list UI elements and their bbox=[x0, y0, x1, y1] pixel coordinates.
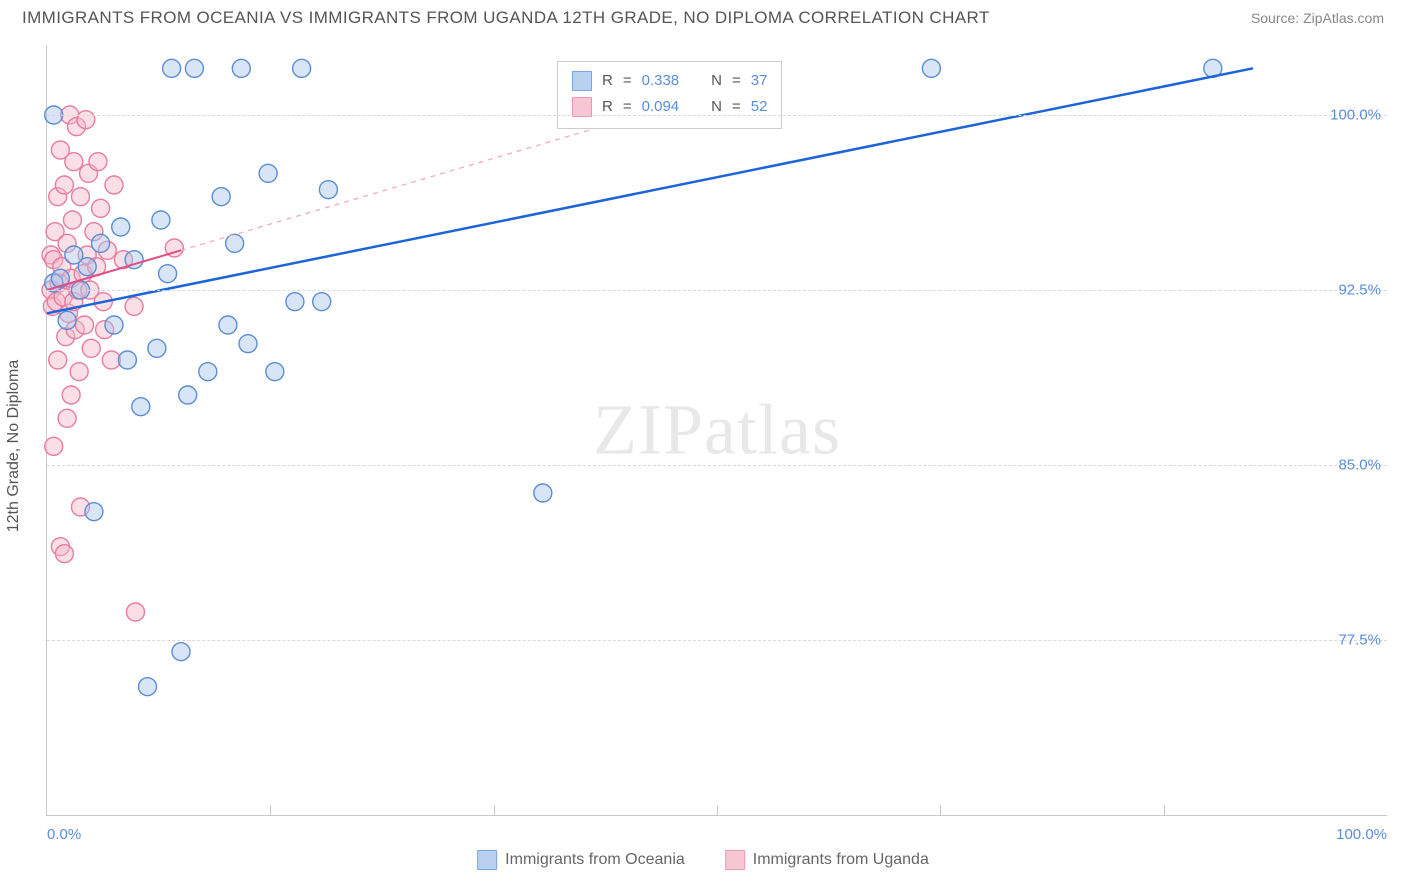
bottom-legend: Immigrants from Oceania Immigrants from … bbox=[477, 850, 929, 870]
y-tick-label: 77.5% bbox=[1338, 632, 1381, 649]
y-tick-label: 100.0% bbox=[1330, 107, 1381, 124]
source-label: Source: ZipAtlas.com bbox=[1251, 10, 1384, 26]
x-tick-label: 100.0% bbox=[1336, 826, 1387, 843]
x-tick-label: 0.0% bbox=[47, 826, 81, 843]
swatch-series2-icon bbox=[725, 850, 745, 870]
swatch-series2-icon bbox=[572, 97, 592, 117]
chart-title: IMMIGRANTS FROM OCEANIA VS IMMIGRANTS FR… bbox=[22, 8, 990, 28]
scatter-plot-svg bbox=[47, 45, 1387, 815]
swatch-series1-icon bbox=[572, 71, 592, 91]
legend-item-series1: Immigrants from Oceania bbox=[477, 850, 685, 870]
stats-row-series1: R = 0.338 N = 37 bbox=[572, 68, 767, 94]
chart-plot-area: ZIPatlas R = 0.338 N = 37 R = 0.094 N = … bbox=[46, 45, 1387, 816]
y-tick-label: 85.0% bbox=[1338, 457, 1381, 474]
y-tick-label: 92.5% bbox=[1338, 282, 1381, 299]
legend-label-series2: Immigrants from Uganda bbox=[753, 851, 929, 869]
legend-item-series2: Immigrants from Uganda bbox=[725, 850, 929, 870]
correlation-stats-box: R = 0.338 N = 37 R = 0.094 N = 52 bbox=[557, 61, 782, 129]
swatch-series1-icon bbox=[477, 850, 497, 870]
stats-row-series2: R = 0.094 N = 52 bbox=[572, 94, 767, 120]
legend-label-series1: Immigrants from Oceania bbox=[505, 851, 685, 869]
title-bar: IMMIGRANTS FROM OCEANIA VS IMMIGRANTS FR… bbox=[0, 0, 1406, 32]
y-axis-label: 12th Grade, No Diploma bbox=[5, 360, 23, 533]
